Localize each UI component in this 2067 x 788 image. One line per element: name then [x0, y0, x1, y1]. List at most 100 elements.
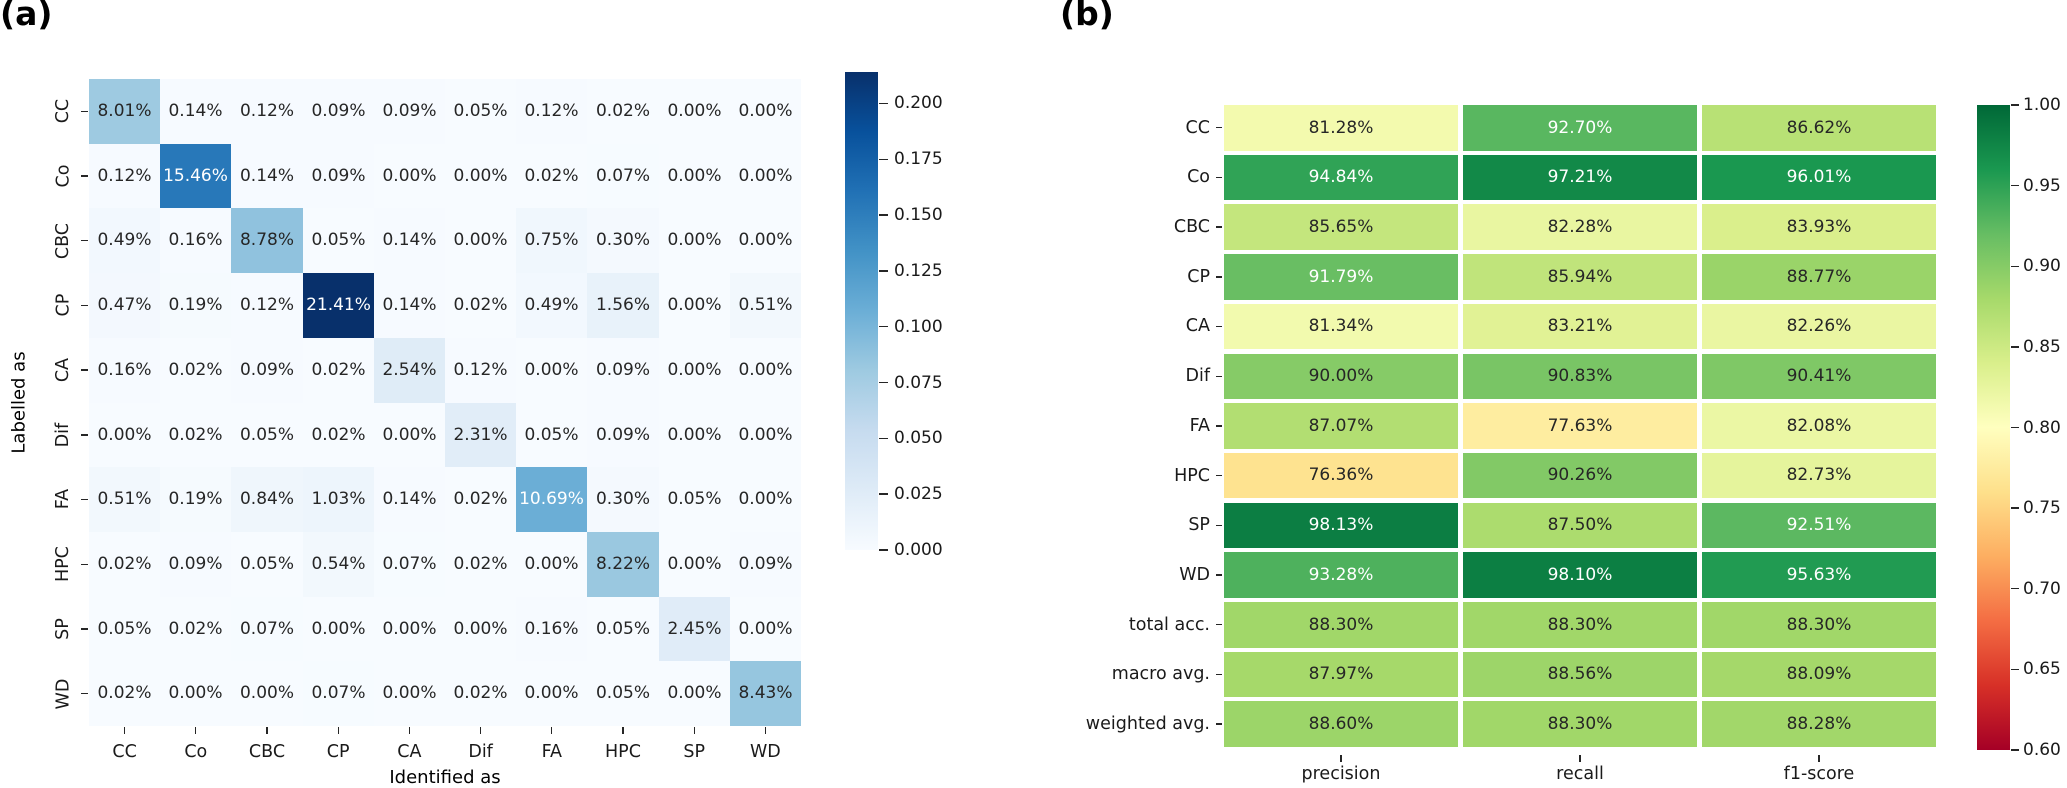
heatmap-cell: 0.75% — [516, 208, 587, 273]
y-tick-mark — [81, 110, 88, 113]
heatmap-cell: 0.05% — [231, 403, 303, 467]
y-tick-mark — [81, 692, 88, 695]
cell-value: 0.09% — [595, 360, 650, 380]
cell-value: 92.51% — [1786, 515, 1852, 535]
heatmap-cell: 0.14% — [231, 144, 303, 208]
x-tick-mark — [337, 726, 339, 734]
row-tick-label: CA — [1030, 304, 1210, 350]
cell-value: 0.12% — [97, 165, 152, 186]
y-tick-mark — [1216, 574, 1222, 576]
cell-value: 0.02% — [168, 360, 223, 380]
cell-value: 87.50% — [1547, 515, 1613, 535]
cell-value: 0.02% — [453, 683, 508, 703]
cell-value: 1.03% — [311, 489, 366, 509]
cell-value: 0.51% — [97, 489, 152, 509]
cell-value: 76.36% — [1308, 465, 1374, 485]
row-tick-label-text: CP — [52, 294, 73, 317]
cell-value: 90.00% — [1308, 366, 1374, 386]
panel-a-label: (a) — [0, 0, 53, 33]
cell-value: 0.00% — [453, 165, 508, 186]
cell-value: 0.16% — [524, 618, 579, 639]
cell-value: 88.60% — [1308, 713, 1374, 734]
heatmap-cell: 82.26% — [1702, 304, 1936, 349]
cell-value: 86.62% — [1786, 117, 1852, 138]
cell-value: 0.75% — [524, 230, 579, 250]
cell-value: 88.09% — [1786, 664, 1852, 684]
heatmap-cell: 90.26% — [1463, 453, 1697, 498]
x-tick-mark — [622, 726, 624, 734]
heatmap-cell: 82.08% — [1702, 403, 1936, 449]
cell-value: 0.00% — [667, 424, 722, 445]
y-tick-mark — [1216, 425, 1222, 427]
heatmap-cell: 93.28% — [1224, 552, 1458, 598]
heatmap-cell: 2.54% — [374, 338, 445, 403]
heatmap-cell: 88.09% — [1702, 652, 1936, 697]
row-tick-label: CBC — [44, 208, 82, 273]
cell-value: 8.22% — [595, 554, 650, 574]
heatmap-cell: 0.00% — [659, 338, 730, 403]
heatmap-cell: 0.09% — [730, 532, 801, 597]
heatmap-cell: 0.00% — [730, 144, 801, 208]
heatmap-cell: 83.93% — [1702, 204, 1936, 250]
x-tick-mark — [123, 726, 126, 734]
y-tick-mark — [81, 628, 88, 630]
cell-value: 0.00% — [738, 165, 793, 186]
heatmap-cell: 0.00% — [659, 208, 730, 273]
heatmap-cell: 98.13% — [1224, 503, 1458, 548]
heatmap-cell: 0.47% — [89, 273, 160, 338]
y-tick-mark — [1216, 176, 1222, 179]
heatmap-cell: 0.02% — [89, 532, 160, 597]
cell-value: 93.28% — [1308, 564, 1374, 585]
row-tick-label: weighted avg. — [1030, 701, 1210, 747]
heatmap-cell: 0.51% — [730, 273, 801, 338]
heatmap-cell: 0.14% — [374, 208, 445, 273]
cell-value: 0.02% — [524, 165, 579, 186]
heatmap-cell: 0.05% — [231, 532, 303, 597]
x-tick-mark — [1818, 755, 1820, 762]
cell-value: 88.30% — [1547, 614, 1613, 635]
cell-value: 92.70% — [1547, 117, 1613, 138]
heatmap-cell: 2.31% — [445, 403, 516, 467]
cell-value: 88.28% — [1786, 713, 1852, 734]
heatmap-cell: 0.19% — [160, 273, 231, 338]
heatmap-cell: 0.05% — [516, 403, 587, 467]
colorbar-tick-mark — [879, 381, 888, 384]
row-tick-label: WD — [1030, 552, 1210, 598]
cell-value: 0.00% — [382, 424, 437, 445]
heatmap-cell: 0.14% — [160, 79, 231, 144]
cell-value: 0.14% — [382, 489, 437, 509]
colorbar-tick-mark — [879, 270, 888, 272]
colorbar-tick-mark — [879, 158, 888, 160]
cell-value: 15.46% — [163, 165, 228, 186]
heatmap-cell: 0.00% — [160, 661, 231, 726]
heatmap-cell: 0.09% — [303, 144, 374, 208]
row-tick-label-text: Dif — [52, 422, 73, 448]
heatmap-cell: 0.00% — [659, 144, 730, 208]
heatmap-cell: 81.34% — [1224, 304, 1458, 349]
cell-value: 81.28% — [1308, 117, 1374, 138]
cell-value: 0.00% — [382, 683, 437, 703]
y-tick-mark — [1216, 474, 1222, 477]
cell-value: 91.79% — [1308, 266, 1374, 287]
cell-value: 0.16% — [97, 360, 152, 380]
heatmap-cell: 81.28% — [1224, 105, 1458, 151]
col-tick-label: CBC — [248, 742, 286, 762]
cell-value: 0.00% — [453, 230, 508, 250]
colorbar-tick-mark — [2011, 588, 2019, 590]
heatmap-cell: 0.49% — [89, 208, 160, 273]
row-tick-label: WD — [44, 661, 82, 726]
colorbar-tick-label: 0.050 — [894, 428, 943, 449]
heatmap-cell: 0.00% — [659, 273, 730, 338]
y-tick-mark — [1216, 276, 1222, 278]
heatmap-cell: 0.02% — [160, 403, 231, 467]
cell-value: 2.45% — [667, 618, 722, 639]
heatmap-cell: 10.69% — [516, 467, 587, 532]
heatmap-cell: 90.00% — [1224, 354, 1458, 399]
cell-value: 0.02% — [97, 683, 152, 703]
heatmap-cell: 2.45% — [659, 597, 730, 661]
col-tick-label: Dif — [468, 742, 493, 762]
cell-value: 0.07% — [595, 165, 650, 186]
row-tick-label-text: CBC — [52, 222, 73, 259]
cell-value: 0.30% — [595, 230, 650, 250]
